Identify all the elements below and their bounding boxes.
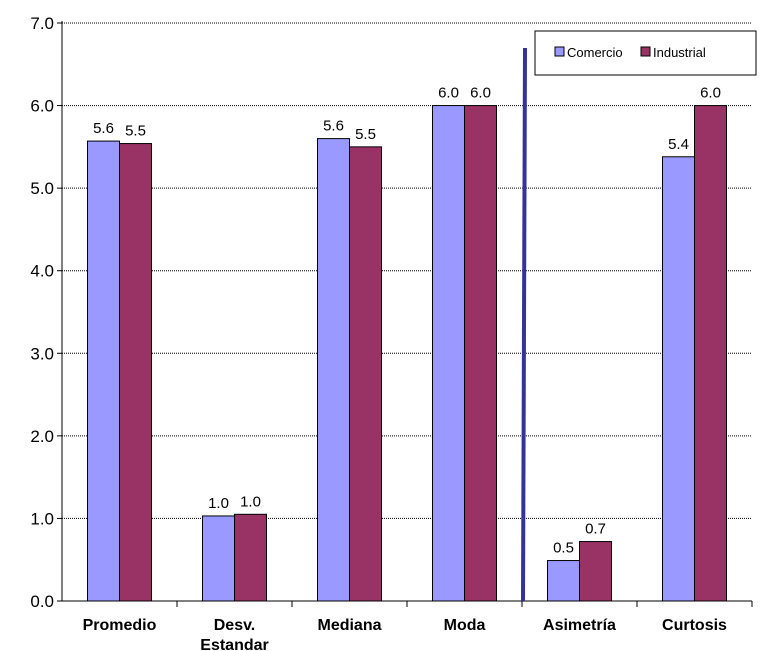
y-tick-label: 3.0 <box>30 344 54 363</box>
data-label: 5.4 <box>668 136 689 153</box>
y-tick-label: 5.0 <box>30 179 54 198</box>
data-label: 5.6 <box>93 120 114 137</box>
legend-label-industrial: Industrial <box>653 45 706 60</box>
bar-industrial-2 <box>349 146 382 602</box>
y-tick-label: 2.0 <box>30 427 54 446</box>
data-label: 6.0 <box>438 85 459 102</box>
y-tick-label: 6.0 <box>30 97 54 116</box>
y-tick-label: 7.0 <box>30 14 54 33</box>
separator-line <box>521 47 527 602</box>
data-labels: 5.6 5.5 1.0 1.0 5.6 5.5 6.0 6.0 0.5 0.7 5.4 6.0 <box>93 85 721 557</box>
category-label: Mediana <box>317 617 381 634</box>
category-label: Curtosis <box>662 617 727 634</box>
data-label: 0.5 <box>553 540 574 557</box>
data-label: 0.7 <box>585 521 606 538</box>
bar-comercio-5 <box>662 156 695 602</box>
data-label: 5.5 <box>355 126 376 143</box>
data-label: 5.5 <box>125 123 146 140</box>
bar-comercio-3 <box>432 105 465 602</box>
legend-label-comercio: Comercio <box>567 45 623 60</box>
legend-swatch-comercio <box>554 46 565 57</box>
y-tick-label: 0.0 <box>30 592 54 611</box>
legend: Comercio Industrial <box>534 30 757 76</box>
category-label: Asimetría <box>543 617 616 634</box>
data-label: 1.0 <box>208 495 229 512</box>
y-tick-label: 4.0 <box>30 262 54 281</box>
legend-swatch-industrial <box>640 46 651 57</box>
gridlines <box>62 22 752 519</box>
data-label: 1.0 <box>240 493 261 510</box>
category-label: Desv. <box>214 617 256 634</box>
y-tick-label: 1.0 <box>30 509 54 528</box>
category-label: Estandar <box>200 637 268 651</box>
bar-comercio-0 <box>87 140 120 602</box>
data-label: 6.0 <box>470 85 491 102</box>
separator-line <box>521 47 527 602</box>
y-axis: 0.0 1.0 2.0 3.0 4.0 5.0 6.0 7.0 <box>30 14 63 611</box>
bar-comercio-4 <box>547 560 580 602</box>
bar-industrial-3 <box>464 105 497 602</box>
x-axis: Promedio Desv. Estandar Mediana Moda Asimetrí… <box>62 600 753 651</box>
bars <box>87 105 727 602</box>
data-label: 5.6 <box>323 118 344 135</box>
data-label: 6.0 <box>700 85 721 102</box>
bar-industrial-4 <box>579 541 612 602</box>
bar-industrial-5 <box>694 105 727 602</box>
bar-industrial-0 <box>119 143 152 602</box>
category-label: Moda <box>444 617 486 634</box>
category-label: Promedio <box>83 617 157 634</box>
bar-comercio-2 <box>317 138 350 602</box>
bar-comercio-1 <box>202 515 235 602</box>
bar-industrial-1 <box>234 513 267 602</box>
